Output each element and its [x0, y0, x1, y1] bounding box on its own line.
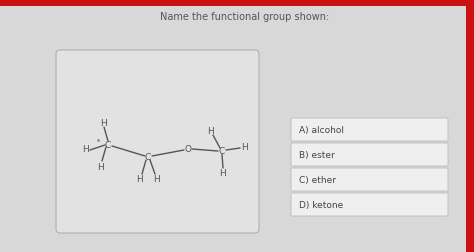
Text: C) ether: C) ether	[299, 175, 336, 184]
Text: H: H	[154, 175, 160, 184]
FancyBboxPatch shape	[56, 51, 259, 233]
FancyBboxPatch shape	[291, 118, 448, 141]
Text: C: C	[105, 140, 111, 149]
Text: B) ester: B) ester	[299, 150, 335, 159]
Text: H: H	[100, 118, 108, 127]
Text: H: H	[98, 162, 104, 171]
Text: H: H	[137, 175, 143, 184]
Text: A) alcohol: A) alcohol	[299, 125, 344, 135]
Text: C: C	[219, 147, 225, 156]
Text: H: H	[219, 169, 227, 178]
Text: O: O	[184, 145, 191, 154]
FancyBboxPatch shape	[291, 168, 448, 191]
Text: D) ketone: D) ketone	[299, 200, 343, 209]
Text: H: H	[82, 145, 90, 154]
Bar	[466, 0, 474, 252]
FancyBboxPatch shape	[291, 193, 448, 216]
Bar	[0, 0, 474, 7]
Text: H: H	[208, 126, 214, 135]
Text: H: H	[242, 143, 248, 152]
Text: Name the functional group shown:: Name the functional group shown:	[160, 12, 329, 22]
Text: C: C	[145, 153, 151, 162]
FancyBboxPatch shape	[291, 143, 448, 166]
